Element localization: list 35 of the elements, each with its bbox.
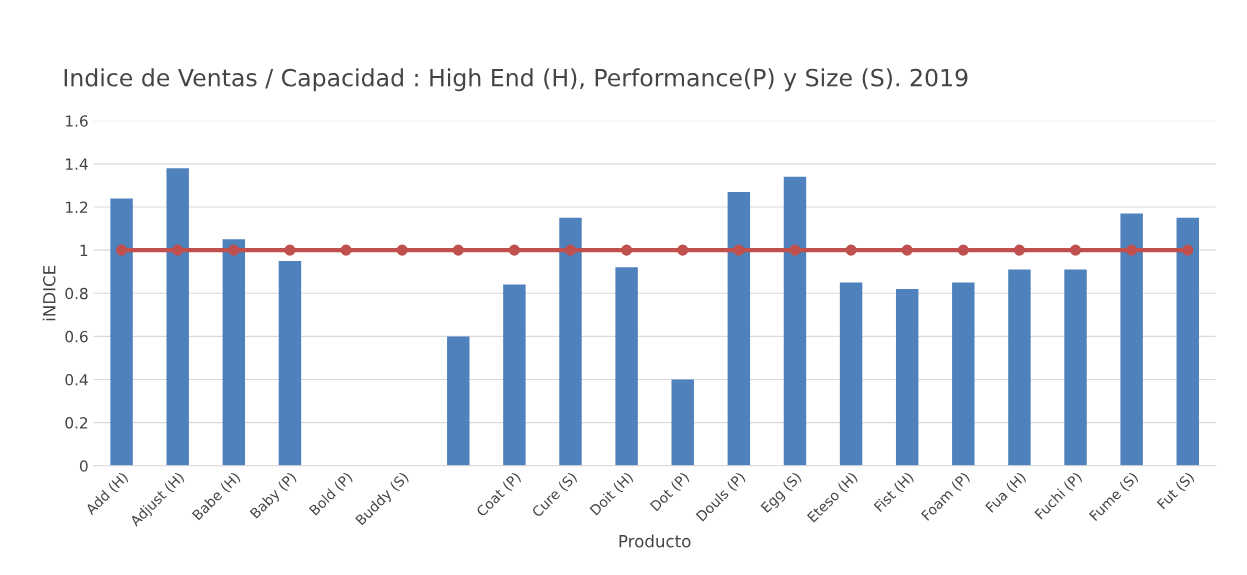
bar — [166, 168, 189, 466]
y-tick-label: 0.2 — [65, 417, 88, 429]
y-tick-label: 1.6 — [66, 115, 88, 127]
y-axis-title: iNDICE — [42, 265, 56, 321]
bar — [727, 191, 751, 466]
bar — [222, 239, 246, 466]
bar — [615, 267, 638, 466]
x-tick-label: Fist (H) — [873, 471, 916, 514]
bar — [1064, 269, 1087, 466]
bar — [559, 217, 582, 466]
y-tick-label: 1.2 — [66, 201, 88, 213]
y-tick-label: 1 — [80, 244, 88, 256]
bar — [952, 282, 975, 466]
y-tick-label: 0 — [79, 460, 88, 472]
bar — [447, 336, 470, 466]
y-tick-label: 0.8 — [65, 287, 88, 300]
bar — [839, 282, 863, 466]
x-tick-label: Egg (S) — [760, 471, 804, 515]
y-tick-label: 1.4 — [66, 158, 88, 170]
bar — [110, 198, 133, 466]
bar — [671, 379, 694, 466]
bar — [503, 284, 526, 466]
bar — [783, 176, 807, 466]
bar — [895, 288, 919, 466]
x-axis-title: Producto — [619, 534, 691, 548]
y-tick-label: 0.4 — [65, 373, 88, 386]
bar — [1120, 213, 1143, 466]
x-tick-label: Fua (H) — [984, 471, 1028, 514]
y-tick-label: 0.6 — [65, 330, 88, 343]
x-tick-label: Fut (S) — [1156, 471, 1196, 511]
chart-title: Indice de Ventas / Capacidad : High End (H), Performance(P) y Size (S). 2019 — [64, 68, 968, 92]
bar — [1008, 269, 1031, 466]
bar — [1176, 217, 1199, 466]
bar — [278, 260, 302, 466]
x-tick-label: Dot (P) — [649, 471, 691, 513]
